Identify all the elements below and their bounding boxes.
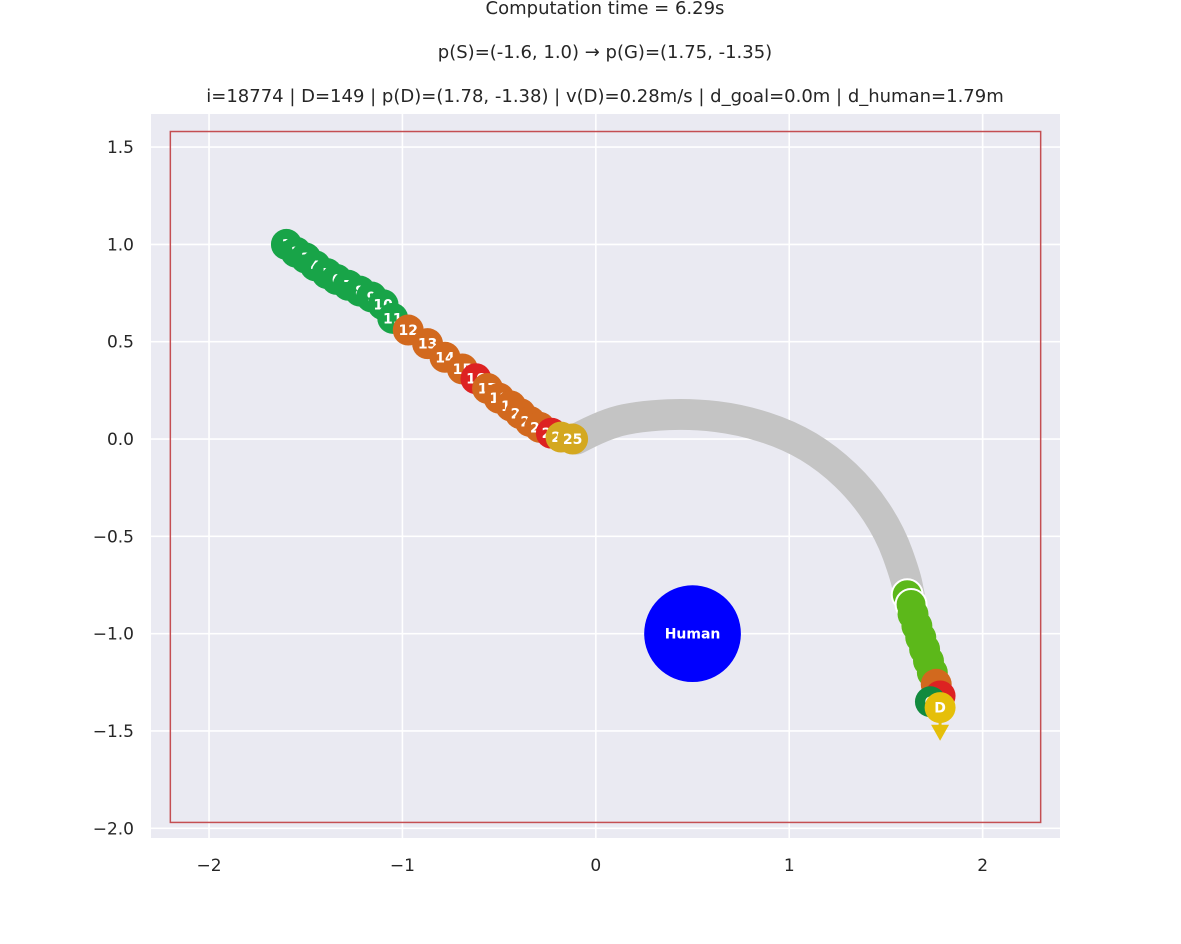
trajectory-trail: 1234567891011121314151617181920212223242…: [270, 228, 589, 455]
boundary-rectangle: [169, 130, 1042, 824]
y-tick-label: −2.0: [93, 819, 134, 839]
x-tick-label: 2: [977, 856, 988, 876]
y-axis: 1.5 1.0 0.5 0.0 −0.5 −1.0 −1.5 −2.0: [93, 138, 134, 839]
trail-point: 25: [557, 423, 589, 455]
y-tick-label: −0.5: [93, 527, 134, 547]
trail-circle: [557, 423, 589, 455]
chart-title-line-1: Computation time = 6.29s: [485, 0, 725, 19]
chart-title-line-2: p(S)=(-1.6, 1.0) → p(G)=(1.75, -1.35): [437, 42, 773, 63]
human-label: Human: [665, 627, 721, 643]
direction-arrow: [931, 724, 950, 741]
human-circle: [644, 585, 741, 682]
trail-label: 25: [563, 432, 582, 448]
goal-cluster: GD: [890, 578, 956, 741]
goal-circle: [924, 692, 956, 724]
y-tick-label: 0.5: [107, 333, 134, 353]
y-tick-label: 1.0: [107, 235, 134, 255]
trail-label: 12: [398, 323, 417, 339]
goal-label: D: [934, 701, 946, 717]
y-tick-label: 0.0: [107, 430, 134, 450]
planned-path: [561, 398, 925, 611]
chart-title-line-3: i=18774 | D=149 | p(D)=(1.78, -1.38) | v…: [206, 86, 1004, 107]
y-tick-label: −1.0: [93, 625, 134, 645]
y-tick-label: 1.5: [107, 138, 134, 158]
plot-area: [151, 114, 1060, 838]
y-tick-label: −1.5: [93, 722, 134, 742]
x-tick-label: −2: [196, 856, 221, 876]
x-tick-label: 1: [784, 856, 795, 876]
x-tick-label: −1: [390, 856, 415, 876]
goal-point: D: [924, 692, 956, 724]
human-obstacle: Human: [644, 585, 741, 682]
planned-path-line: [561, 398, 925, 611]
x-tick-label: 0: [590, 856, 601, 876]
x-axis: −2 −1 0 1 2: [196, 856, 988, 876]
